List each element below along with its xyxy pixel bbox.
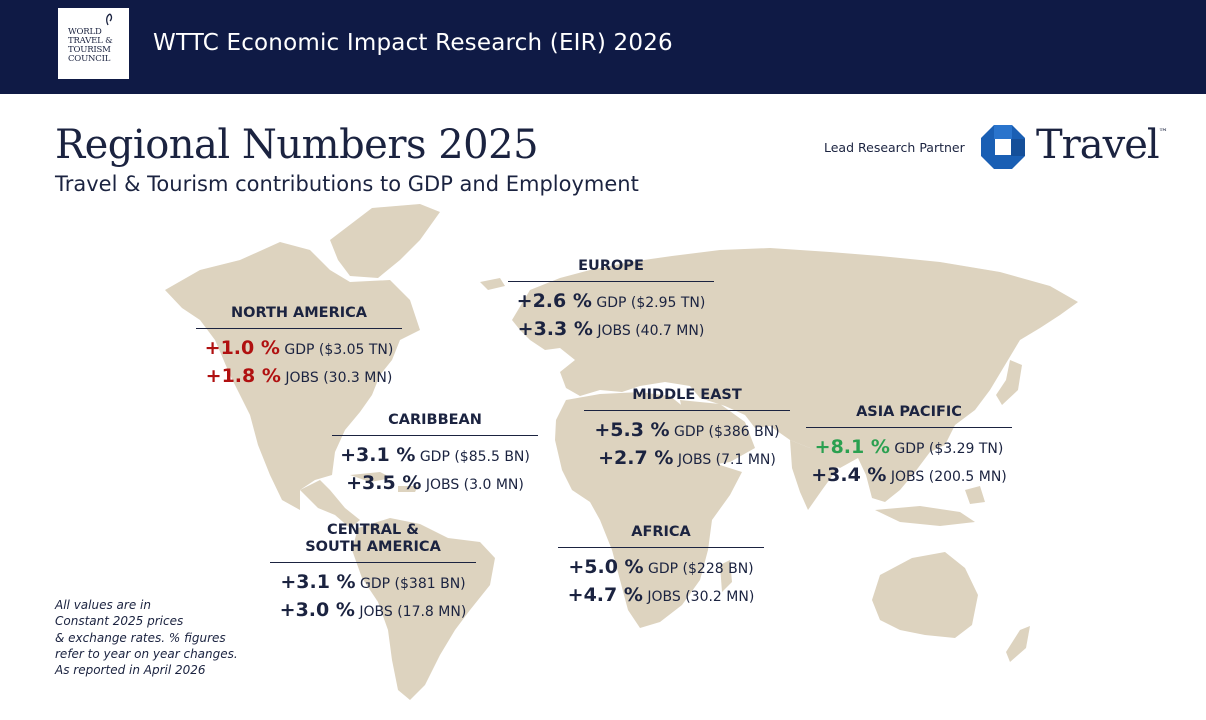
region-europe: EUROPE +2.6 % GDP ($2.95 TN) +3.3 % JOBS… bbox=[508, 258, 714, 344]
gdp-value: GDP ($381 BN) bbox=[360, 576, 466, 592]
map-iceland bbox=[480, 278, 505, 290]
map-caribbean-islands bbox=[350, 472, 418, 492]
jobs-change: +2.7 % bbox=[598, 447, 674, 469]
gdp-change: +3.1 % bbox=[340, 444, 416, 466]
region-caribbean: CARIBBEAN +3.1 % GDP ($85.5 BN) +3.5 % J… bbox=[332, 412, 538, 498]
jobs-value: JOBS (40.7 MN) bbox=[597, 323, 705, 339]
gdp-stat: +1.0 % GDP ($3.05 TN) bbox=[196, 335, 402, 363]
partner-label: Lead Research Partner bbox=[824, 140, 965, 155]
region-north-america: NORTH AMERICA +1.0 % GDP ($3.05 TN) +1.8… bbox=[196, 305, 402, 391]
region-africa: AFRICA +5.0 % GDP ($228 BN) +4.7 % JOBS … bbox=[558, 524, 764, 610]
gdp-stat: +5.3 % GDP ($386 BN) bbox=[584, 417, 790, 445]
footnote-line: & exchange rates. % figures bbox=[55, 630, 226, 645]
map-south-america bbox=[352, 518, 495, 700]
jobs-change: +1.8 % bbox=[205, 365, 281, 387]
gdp-stat: +3.1 % GDP ($85.5 BN) bbox=[332, 442, 538, 470]
gdp-change: +5.3 % bbox=[594, 419, 670, 441]
gdp-stat: +5.0 % GDP ($228 BN) bbox=[558, 554, 764, 582]
jobs-stat: +3.0 % JOBS (17.8 MN) bbox=[270, 597, 476, 625]
jobs-stat: +2.7 % JOBS (7.1 MN) bbox=[584, 445, 790, 473]
map-british-isles bbox=[540, 312, 556, 338]
region-name: AFRICA bbox=[558, 524, 764, 548]
gdp-value: GDP ($2.95 TN) bbox=[596, 295, 706, 311]
header-bar: WORLD TRAVEL & TOURISM COUNCIL WTTC Econ… bbox=[0, 0, 1206, 94]
trademark-symbol: ™ bbox=[1158, 128, 1168, 138]
octagon-logo-icon bbox=[981, 125, 1025, 169]
jobs-change: +3.3 % bbox=[517, 318, 593, 340]
region-name: EUROPE bbox=[508, 258, 714, 282]
gdp-value: GDP ($85.5 BN) bbox=[419, 449, 530, 465]
map-japan bbox=[996, 360, 1022, 405]
map-greenland bbox=[330, 204, 440, 278]
region-asia-pacific: ASIA PACIFIC +8.1 % GDP ($3.29 TN) +3.4 … bbox=[806, 404, 1012, 490]
map-madagascar bbox=[720, 560, 732, 592]
region-name: ASIA PACIFIC bbox=[806, 404, 1012, 428]
jobs-stat: +3.5 % JOBS (3.0 MN) bbox=[332, 470, 538, 498]
jobs-value: JOBS (30.2 MN) bbox=[647, 589, 755, 605]
logo-text: WORLD TRAVEL & TOURISM COUNCIL bbox=[68, 27, 113, 64]
jobs-stat: +4.7 % JOBS (30.2 MN) bbox=[558, 582, 764, 610]
gdp-value: GDP ($3.05 TN) bbox=[284, 342, 394, 358]
jobs-stat: +1.8 % JOBS (30.3 MN) bbox=[196, 363, 402, 391]
gdp-stat: +8.1 % GDP ($3.29 TN) bbox=[806, 434, 1012, 462]
jobs-stat: +3.3 % JOBS (40.7 MN) bbox=[508, 316, 714, 344]
jobs-change: +4.7 % bbox=[567, 584, 643, 606]
jobs-value: JOBS (17.8 MN) bbox=[359, 604, 467, 620]
jobs-stat: +3.4 % JOBS (200.5 MN) bbox=[806, 462, 1012, 490]
gdp-change: +3.1 % bbox=[280, 571, 356, 593]
jobs-value: JOBS (200.5 MN) bbox=[890, 469, 1007, 485]
map-north-america bbox=[165, 242, 420, 510]
jobs-value: JOBS (3.0 MN) bbox=[425, 477, 524, 493]
gdp-stat: +2.6 % GDP ($2.95 TN) bbox=[508, 288, 714, 316]
wttc-logo[interactable]: WORLD TRAVEL & TOURISM COUNCIL bbox=[58, 8, 129, 79]
region-central-south-america: CENTRAL & SOUTH AMERICA +3.1 % GDP ($381 … bbox=[270, 522, 476, 625]
footnote-line: refer to year on year changes. bbox=[55, 646, 238, 661]
jobs-change: +3.0 % bbox=[279, 599, 355, 621]
world-map bbox=[165, 204, 1078, 700]
logo-mark-icon bbox=[106, 13, 113, 26]
region-name: NORTH AMERICA bbox=[196, 305, 402, 329]
map-se-asia-islands bbox=[875, 486, 985, 526]
footnote-line: Constant 2025 prices bbox=[55, 614, 184, 629]
jobs-change: +3.4 % bbox=[811, 464, 887, 486]
jobs-value: JOBS (7.1 MN) bbox=[677, 452, 776, 468]
footnote-line: As reported in April 2026 bbox=[55, 663, 206, 678]
gdp-change: +2.6 % bbox=[516, 290, 592, 312]
region-name: CARIBBEAN bbox=[332, 412, 538, 436]
map-eurasia bbox=[512, 248, 1078, 502]
map-central-america bbox=[300, 480, 360, 528]
header-title: WTTC Economic Impact Research (EIR) 2026 bbox=[153, 30, 673, 56]
map-africa bbox=[555, 392, 742, 628]
gdp-change: +5.0 % bbox=[568, 556, 644, 578]
gdp-change: +1.0 % bbox=[204, 337, 280, 359]
partner-name: Travel™ bbox=[1036, 122, 1168, 168]
gdp-value: GDP ($228 BN) bbox=[648, 561, 754, 577]
jobs-change: +3.5 % bbox=[346, 472, 422, 494]
jobs-value: JOBS (30.3 MN) bbox=[285, 370, 393, 386]
region-middle-east: MIDDLE EAST +5.3 % GDP ($386 BN) +2.7 % … bbox=[584, 387, 790, 473]
footnote: All values are in Constant 2025 prices &… bbox=[55, 597, 238, 678]
map-new-zealand bbox=[1006, 626, 1030, 662]
gdp-value: GDP ($3.29 TN) bbox=[894, 441, 1004, 457]
page-title: Regional Numbers 2025 bbox=[55, 122, 539, 168]
region-name: CENTRAL & SOUTH AMERICA bbox=[270, 522, 476, 563]
region-name: MIDDLE EAST bbox=[584, 387, 790, 411]
gdp-change: +8.1 % bbox=[814, 436, 890, 458]
gdp-stat: +3.1 % GDP ($381 BN) bbox=[270, 569, 476, 597]
gdp-value: GDP ($386 BN) bbox=[674, 424, 780, 440]
page-subtitle: Travel & Tourism contributions to GDP an… bbox=[55, 172, 639, 196]
footnote-line: All values are in bbox=[55, 598, 151, 612]
region-name-line1: CENTRAL & bbox=[327, 522, 419, 538]
partner-name-text: Travel bbox=[1036, 122, 1160, 168]
region-name-line2: SOUTH AMERICA bbox=[305, 539, 441, 555]
map-australia bbox=[872, 552, 978, 638]
map-india bbox=[790, 440, 838, 510]
